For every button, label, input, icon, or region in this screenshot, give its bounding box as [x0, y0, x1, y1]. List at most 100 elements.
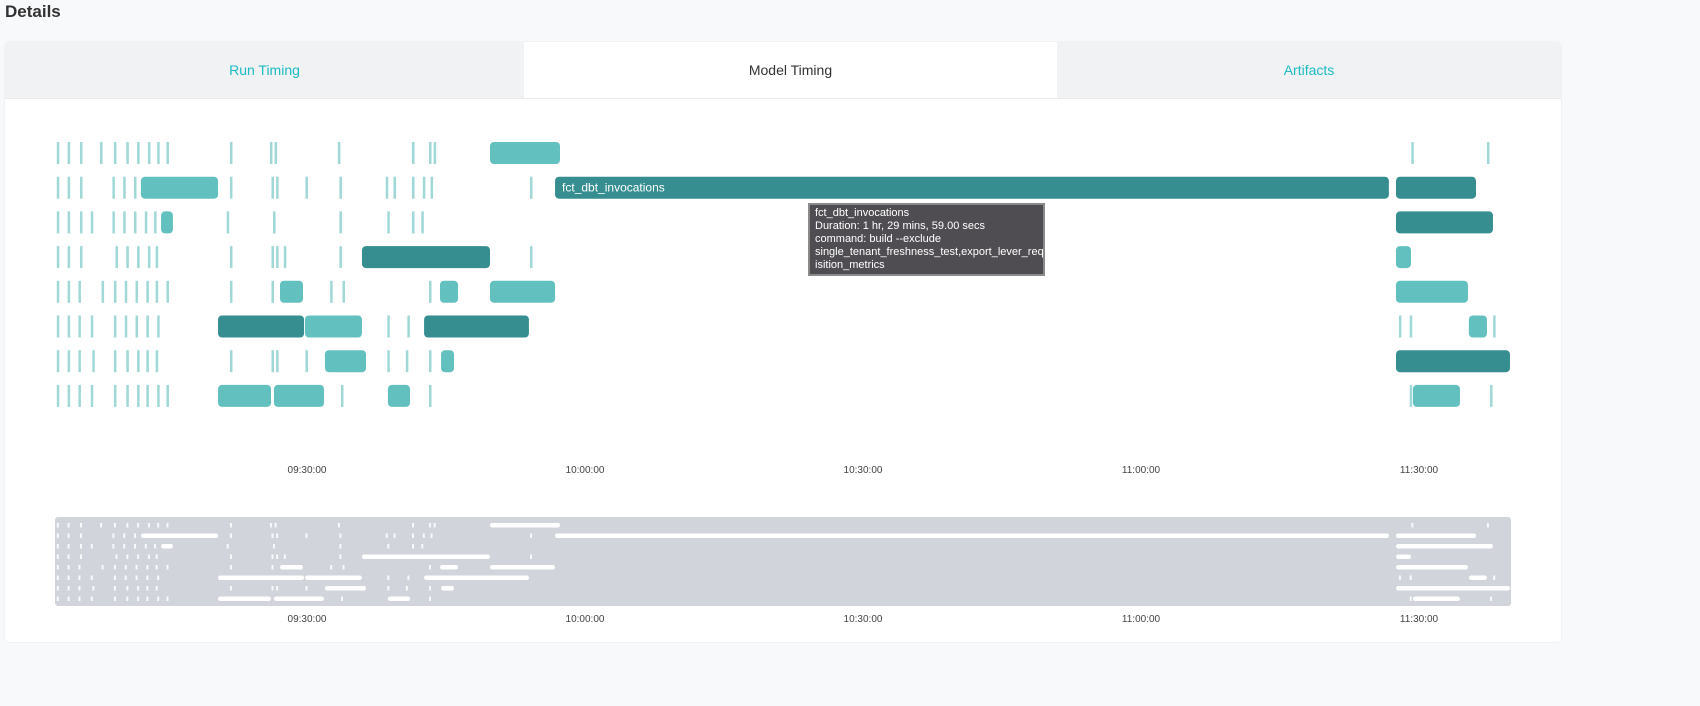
- timing-tick: [412, 211, 415, 234]
- model-bar-label[interactable]: fct_dbt_invocations: [562, 181, 665, 195]
- minimap-bar[interactable]: [424, 575, 529, 581]
- minimap-tick: [429, 596, 432, 601]
- minimap-bar[interactable]: [441, 586, 455, 591]
- timing-tick: [412, 176, 415, 199]
- timing-tick: [385, 176, 389, 199]
- timing-tick: [67, 246, 71, 269]
- tab-run-timing[interactable]: Run Timing: [229, 62, 300, 78]
- model-bar[interactable]: [161, 211, 173, 234]
- model-bar[interactable]: [218, 384, 272, 407]
- minimap-tick: [1411, 523, 1414, 528]
- model-bar[interactable]: [1468, 315, 1487, 338]
- timing-tick: [78, 280, 81, 303]
- minimap-bar[interactable]: [324, 586, 366, 591]
- minimap-bar[interactable]: [304, 575, 362, 581]
- minimap-tick: [135, 565, 138, 570]
- minimap-bar[interactable]: [1468, 575, 1487, 581]
- model-bar[interactable]: [273, 384, 324, 407]
- model-bar[interactable]: [555, 176, 1389, 199]
- model-bar[interactable]: [490, 142, 560, 164]
- minimap-tick: [67, 586, 70, 591]
- minimap-bar[interactable]: [439, 565, 459, 570]
- minimap-bar[interactable]: [1412, 596, 1460, 602]
- timing-tick: [112, 176, 115, 199]
- timing-tick: [78, 315, 81, 338]
- model-bar[interactable]: [1395, 246, 1411, 269]
- minimap-tick: [412, 523, 415, 528]
- timing-tick: [407, 315, 410, 338]
- minimap-tick: [433, 523, 436, 528]
- minimap-axis-tick-label: 10:00:00: [566, 614, 605, 625]
- tab-model-timing[interactable]: Model Timing: [524, 42, 1057, 98]
- minimap-tick: [146, 565, 149, 570]
- minimap-bar[interactable]: [279, 565, 303, 570]
- timing-tick: [146, 384, 149, 407]
- model-bar[interactable]: [218, 315, 305, 338]
- minimap-bar[interactable]: [490, 523, 560, 528]
- minimap-tick: [144, 544, 147, 549]
- minimap-bar[interactable]: [1395, 533, 1476, 539]
- minimap-tick: [429, 565, 432, 570]
- minimap-bar[interactable]: [1395, 586, 1510, 591]
- model-bar[interactable]: [304, 315, 362, 338]
- minimap-tick: [92, 586, 95, 591]
- tooltip-command-cont2: isition_metrics: [815, 259, 885, 271]
- minimap-tick: [67, 523, 70, 528]
- minimap-tick: [405, 586, 408, 591]
- tab-artifacts[interactable]: Artifacts: [1283, 62, 1335, 78]
- timing-tick: [1411, 142, 1414, 164]
- model-bar[interactable]: [1412, 384, 1460, 407]
- minimap-bar[interactable]: [387, 596, 411, 602]
- axis-tick-label: 09:30:00: [288, 465, 327, 476]
- minimap-bar[interactable]: [273, 596, 324, 602]
- model-bar[interactable]: [279, 280, 303, 303]
- minimap-bar[interactable]: [490, 565, 556, 570]
- minimap-tick: [276, 554, 279, 559]
- timing-tick: [135, 315, 139, 338]
- minimap-tick: [1409, 596, 1412, 601]
- minimap-bar[interactable]: [1395, 554, 1411, 560]
- model-bar[interactable]: [1395, 350, 1510, 373]
- minimap-tick: [90, 596, 93, 601]
- minimap-tick: [147, 523, 150, 528]
- minimap-tick: [147, 554, 150, 559]
- model-bar[interactable]: [439, 280, 459, 303]
- timing-tick: [157, 384, 160, 407]
- model-bar[interactable]: [1395, 176, 1476, 199]
- minimap-bar[interactable]: [218, 575, 305, 581]
- timing-tick: [146, 315, 149, 338]
- model-bar[interactable]: [140, 176, 219, 199]
- model-bar[interactable]: [424, 315, 529, 338]
- minimap-tick: [113, 575, 116, 580]
- minimap-tick: [135, 575, 138, 580]
- minimap-bar[interactable]: [161, 544, 173, 549]
- minimap-tick: [78, 575, 81, 580]
- minimap-tick: [166, 596, 169, 601]
- minimap-tick: [229, 523, 232, 528]
- minimap-tick: [79, 554, 82, 559]
- minimap-tick: [67, 544, 70, 549]
- model-bar[interactable]: [441, 350, 455, 373]
- minimap-tick: [146, 596, 149, 601]
- model-bar[interactable]: [361, 246, 491, 269]
- model-bar[interactable]: [1395, 280, 1468, 303]
- timing-tick: [78, 350, 81, 373]
- minimap-bar[interactable]: [555, 533, 1389, 539]
- model-bar[interactable]: [1395, 211, 1493, 234]
- minimap-bar[interactable]: [140, 533, 219, 539]
- minimap-bar[interactable]: [218, 596, 272, 602]
- timing-tick: [124, 280, 128, 303]
- minimap-bar[interactable]: [1395, 565, 1468, 570]
- minimap-tick: [126, 596, 129, 601]
- model-bar[interactable]: [324, 350, 366, 373]
- minimap-tick: [337, 523, 340, 528]
- model-bar[interactable]: [387, 384, 411, 407]
- model-bar[interactable]: [490, 280, 556, 303]
- timing-tick: [146, 350, 149, 373]
- timing-tick: [56, 142, 60, 164]
- timing-tick: [229, 142, 233, 164]
- minimap-bar[interactable]: [361, 554, 491, 560]
- timing-tick: [430, 176, 434, 199]
- minimap-bar[interactable]: [1395, 544, 1493, 549]
- minimap-axis-tick-label: 11:00:00: [1122, 614, 1161, 625]
